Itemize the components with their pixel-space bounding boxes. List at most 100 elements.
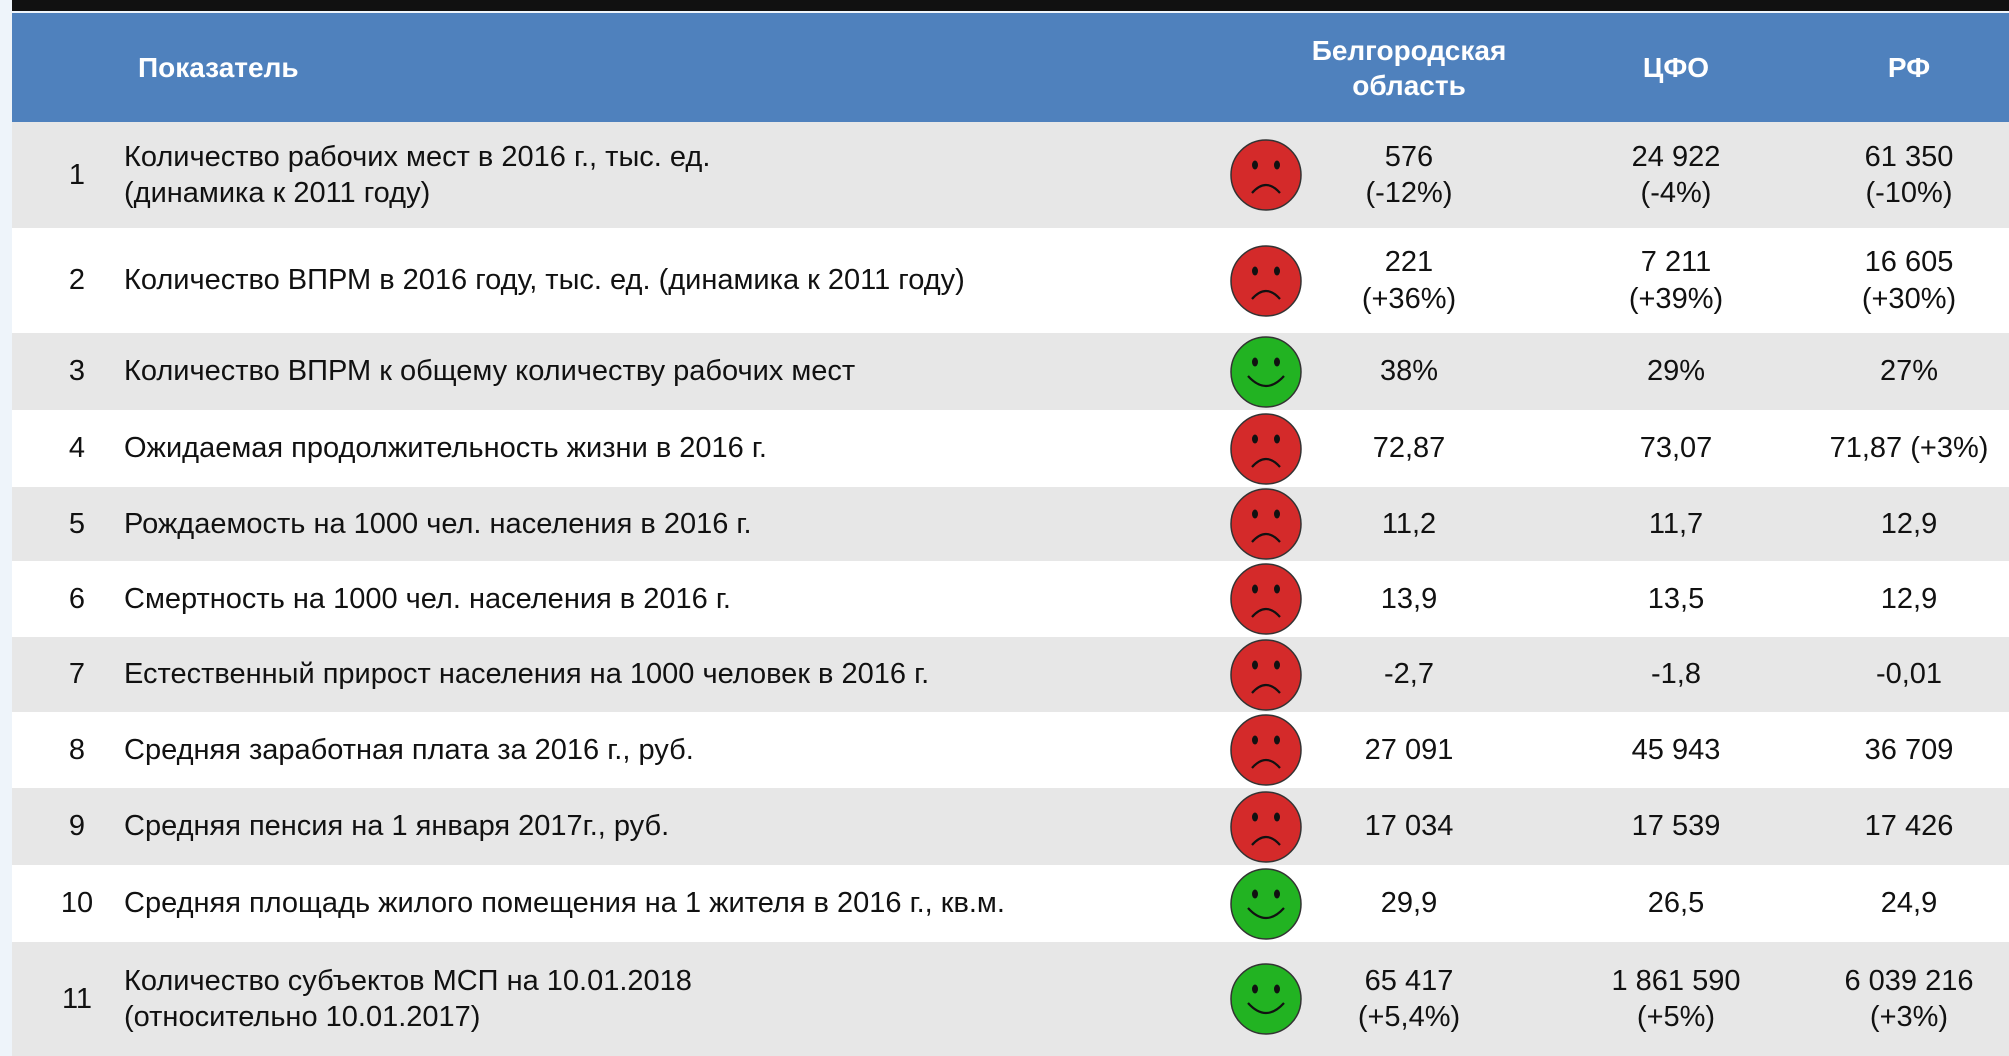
value-cell-line: 27 091 [1364, 733, 1454, 766]
value-cell: 72,87 [1279, 410, 1539, 487]
row-label-line: Количество ВПРМ к общему количеству рабо… [124, 355, 856, 388]
row-label: Ожидаемая продолжительность жизни в 2016… [124, 410, 767, 487]
value-cell-line: 71,87 (+3%) [1829, 432, 1989, 465]
face-part [1251, 683, 1281, 694]
value-cell-line: 11,7 [1648, 507, 1704, 540]
value-cell-line: (+36%) [1361, 282, 1457, 315]
value-cell-line: 72,87 [1372, 432, 1446, 465]
status-face [1230, 244, 1302, 317]
value-cell-line: 17 034 [1364, 810, 1454, 843]
table-row: 3 Количество ВПРМ к общему количеству раб… [12, 333, 2009, 410]
value-cell: 38% [1279, 333, 1539, 410]
value-cell: 65 417 (+5,4%) [1279, 942, 1539, 1056]
table-row: 2 Количество ВПРМ в 2016 году, тыс. ед. (… [12, 228, 2009, 333]
value-cell-line: (-4%) [1640, 177, 1712, 209]
value-cell: 27% [1779, 333, 2009, 410]
value-cell-line: 16 605 [1864, 246, 1954, 279]
table-row: 4 Ожидаемая продолжительность жизни в 201… [12, 410, 2009, 487]
value-cell: 12,9 [1779, 487, 2009, 561]
face-part [1252, 984, 1258, 994]
row-label-line: Средняя заработная плата за 2016 г., руб… [124, 733, 694, 766]
status-face [1230, 867, 1302, 940]
value-cell-line: -0,01 [1875, 658, 1943, 691]
value-cell: 73,07 [1546, 410, 1806, 487]
row-label: Смертность на 1000 чел. населения в 2016… [124, 561, 731, 637]
status-face [1230, 488, 1302, 560]
value-cell: 29,9 [1279, 865, 1539, 942]
face-part [1251, 183, 1281, 194]
row-label: Количество субъектов МСП на 10.01.2018 (о… [124, 942, 692, 1056]
value-cell-line: 29% [1646, 355, 1706, 388]
row-number: 3 [68, 355, 86, 388]
row-number: 4 [68, 432, 86, 465]
row-label-line: Смертность на 1000 чел. населения в 2016… [124, 582, 731, 615]
value-cell: -2,7 [1279, 637, 1539, 712]
value-cell: -1,8 [1546, 637, 1806, 712]
value-cell: 36 709 [1779, 712, 2009, 788]
status-face [1230, 714, 1302, 786]
face-part [1251, 835, 1281, 846]
value-cell-line: 61 350 [1864, 140, 1954, 173]
value-cell-line: 45 943 [1631, 733, 1721, 766]
value-cell-line: 11,2 [1381, 507, 1437, 540]
row-label: Средняя заработная плата за 2016 г., руб… [124, 712, 694, 788]
face-part [1251, 532, 1281, 543]
value-cell-line: 13,9 [1380, 582, 1438, 615]
face-part [1274, 735, 1280, 745]
row-number: 10 [60, 887, 94, 920]
table-row: 11 Количество субъектов МСП на 10.01.2018… [12, 942, 2009, 1056]
value-cell-line: (+5,4%) [1357, 1001, 1461, 1033]
status-face [1230, 335, 1302, 408]
face-part [1230, 963, 1302, 1035]
face-part [1252, 584, 1258, 594]
row-number: 9 [68, 810, 86, 843]
status-face [1230, 638, 1302, 711]
header-cell: Показатель [138, 52, 299, 83]
row-number: 6 [68, 582, 86, 615]
value-cell: 45 943 [1546, 712, 1806, 788]
face-part [1251, 607, 1281, 618]
value-cell: 12,9 [1779, 561, 2009, 637]
header-cell: РФ [1887, 52, 1931, 83]
row-label: Количество ВПРМ в 2016 году, тыс. ед. (д… [124, 228, 965, 333]
value-cell-line: 38% [1379, 355, 1439, 388]
face-part [1252, 812, 1258, 821]
value-cell-line: (+5%) [1636, 1001, 1716, 1033]
row-label: Естественный прирост населения на 1000 ч… [124, 637, 929, 712]
face-part [1274, 584, 1280, 594]
value-cell: -0,01 [1779, 637, 2009, 712]
row-number: 11 [61, 982, 93, 1015]
value-cell: 13,5 [1546, 561, 1806, 637]
value-cell-line: (-10%) [1865, 177, 1953, 209]
face-part [1252, 357, 1258, 366]
value-cell-line: 29,9 [1380, 887, 1438, 920]
value-cell-line: 12,9 [1880, 507, 1938, 540]
value-cell: 11,2 [1279, 487, 1539, 561]
face-part [1252, 266, 1258, 275]
header-row: Показатель Белгородская область ЦФО РФ [12, 13, 2009, 122]
value-cell: 16 605 (+30%) [1779, 228, 2009, 333]
table-row: 8 Средняя заработная плата за 2016 г., ру… [12, 712, 2009, 788]
value-cell-line: 12,9 [1880, 582, 1938, 615]
table-row: 10 Средняя площадь жилого помещения на 1 … [12, 865, 2009, 942]
row-label-line: (относительно 10.01.2017) [124, 1001, 481, 1033]
table-row: 6 Смертность на 1000 чел. населения в 201… [12, 561, 2009, 637]
status-face [1230, 563, 1302, 635]
row-label-line: Средняя площадь жилого помещения на 1 жи… [124, 887, 1005, 920]
value-cell-line: 17 426 [1864, 810, 1954, 843]
face-part [1252, 735, 1258, 745]
header-cell-line: Белгородская [1311, 34, 1507, 66]
row-number: 7 [68, 658, 86, 691]
face-part [1230, 488, 1302, 560]
value-cell: 576 (-12%) [1279, 122, 1539, 228]
value-cell: 71,87 (+3%) [1779, 410, 2009, 487]
row-label-line: Средняя пенсия на 1 января 2017г., руб. [124, 810, 670, 843]
value-cell-line: -2,7 [1384, 658, 1434, 691]
value-cell: 27 091 [1279, 712, 1539, 788]
value-cell: 17 034 [1279, 788, 1539, 865]
row-label: Количество ВПРМ к общему количеству рабо… [124, 333, 855, 410]
face-part [1230, 412, 1302, 485]
table-row: 7 Естественный прирост населения на 1000 … [12, 637, 2009, 712]
face-part [1230, 335, 1302, 408]
